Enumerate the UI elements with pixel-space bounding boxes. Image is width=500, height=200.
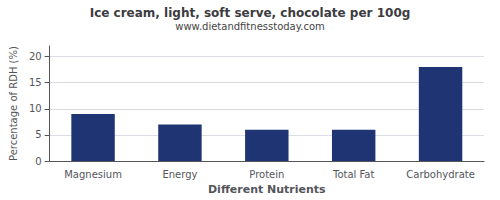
svg-text:0: 0 (35, 156, 41, 167)
svg-text:Carbohydrate: Carbohydrate (406, 169, 475, 180)
svg-text:15: 15 (29, 77, 42, 88)
svg-text:5: 5 (35, 129, 41, 140)
svg-text:Energy: Energy (162, 169, 197, 180)
svg-text:Different Nutrients: Different Nutrients (208, 183, 326, 196)
svg-text:10: 10 (29, 103, 42, 114)
svg-text:Protein: Protein (249, 169, 284, 180)
svg-text:Total Fat: Total Fat (332, 169, 374, 180)
svg-text:Ice cream, light, soft serve,: Ice cream, light, soft serve, chocolate … (90, 6, 411, 20)
svg-text:Percentage of RDH (%): Percentage of RDH (%) (8, 46, 19, 161)
svg-text:Magnesium: Magnesium (64, 169, 122, 180)
svg-text:www.dietandfitnesstoday.com: www.dietandfitnesstoday.com (175, 21, 324, 32)
svg-text:20: 20 (29, 51, 42, 62)
